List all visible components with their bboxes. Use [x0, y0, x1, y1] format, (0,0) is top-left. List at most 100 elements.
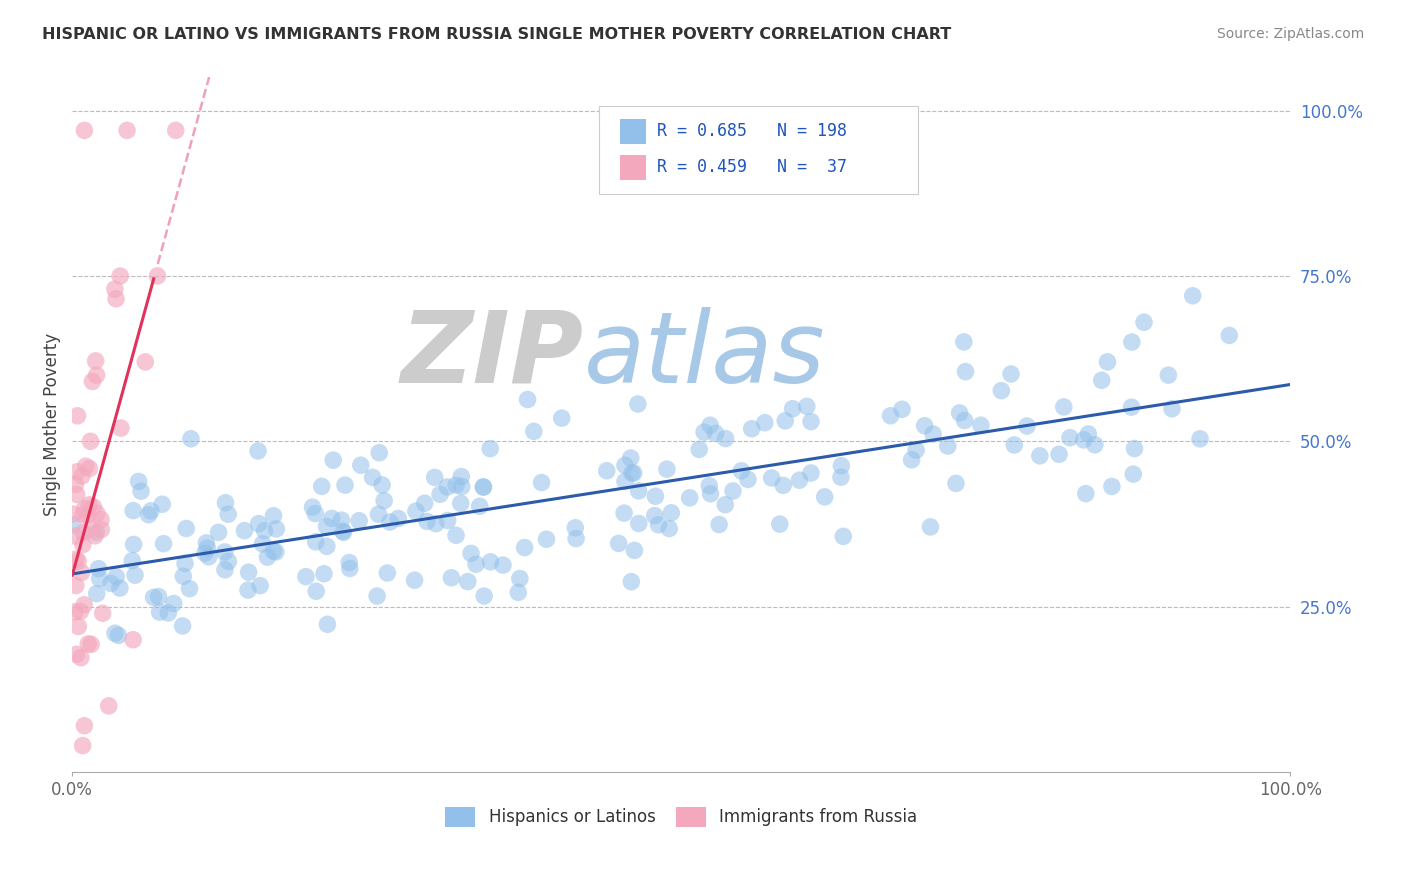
- Point: [761, 471, 783, 485]
- Point: [623, 543, 645, 558]
- Point: [91, 607, 114, 621]
- Point: [76, 508, 98, 523]
- Point: [596, 464, 619, 478]
- Point: [655, 462, 678, 476]
- Point: [253, 524, 276, 538]
- Y-axis label: Single Mother Poverty: Single Mother Poverty: [44, 334, 60, 516]
- Point: [714, 498, 737, 512]
- Point: [179, 582, 201, 596]
- Point: [150, 497, 173, 511]
- Point: [104, 626, 127, 640]
- Point: [416, 515, 439, 529]
- Point: [741, 422, 763, 436]
- Point: [330, 513, 353, 527]
- Point: [152, 537, 174, 551]
- Point: [366, 589, 388, 603]
- Point: [214, 563, 236, 577]
- Point: [754, 416, 776, 430]
- Point: [1122, 467, 1144, 482]
- Point: [551, 411, 574, 425]
- Point: [523, 425, 546, 439]
- Point: [516, 392, 538, 407]
- Point: [256, 550, 278, 565]
- Point: [1121, 400, 1143, 414]
- Point: [72, 525, 94, 540]
- Point: [79, 461, 101, 475]
- Point: [66, 487, 89, 501]
- Point: [110, 421, 132, 435]
- Point: [832, 529, 855, 543]
- Point: [65, 477, 87, 491]
- Point: [73, 123, 96, 137]
- Legend: Hispanics or Latinos, Immigrants from Russia: Hispanics or Latinos, Immigrants from Ru…: [439, 801, 924, 833]
- Point: [953, 334, 976, 349]
- Point: [1181, 289, 1204, 303]
- Point: [139, 504, 162, 518]
- Point: [1101, 479, 1123, 493]
- Text: Source: ZipAtlas.com: Source: ZipAtlas.com: [1216, 27, 1364, 41]
- Point: [772, 478, 794, 492]
- Point: [697, 479, 720, 493]
- Point: [891, 402, 914, 417]
- Point: [87, 562, 110, 576]
- Point: [468, 500, 491, 514]
- Point: [108, 581, 131, 595]
- Point: [704, 426, 727, 441]
- Point: [105, 292, 128, 306]
- Point: [72, 538, 94, 552]
- Point: [70, 566, 93, 580]
- Point: [920, 520, 942, 534]
- Point: [62, 517, 84, 532]
- Point: [721, 483, 744, 498]
- Point: [737, 473, 759, 487]
- Point: [86, 368, 108, 383]
- Point: [80, 637, 103, 651]
- Point: [436, 480, 458, 494]
- Point: [217, 507, 239, 521]
- Point: [63, 605, 86, 619]
- Point: [66, 465, 89, 479]
- Point: [295, 569, 318, 583]
- Point: [311, 479, 333, 493]
- Point: [163, 597, 186, 611]
- Point: [122, 503, 145, 517]
- Point: [789, 473, 811, 487]
- Point: [148, 590, 170, 604]
- Point: [730, 464, 752, 478]
- Point: [86, 586, 108, 600]
- Point: [450, 496, 472, 510]
- Point: [172, 569, 194, 583]
- Point: [688, 442, 710, 457]
- Point: [128, 475, 150, 489]
- Point: [322, 453, 344, 467]
- Point: [1073, 433, 1095, 447]
- Point: [361, 470, 384, 484]
- Point: [321, 511, 343, 525]
- Point: [194, 546, 217, 560]
- Point: [165, 123, 187, 137]
- Point: [457, 574, 479, 589]
- Point: [479, 442, 502, 456]
- Point: [444, 528, 467, 542]
- Point: [72, 739, 94, 753]
- Point: [122, 632, 145, 647]
- Point: [233, 524, 256, 538]
- Point: [77, 498, 100, 512]
- Point: [373, 493, 395, 508]
- Point: [699, 418, 721, 433]
- Point: [312, 566, 335, 581]
- Point: [444, 478, 467, 492]
- Point: [73, 598, 96, 612]
- Point: [67, 619, 90, 633]
- Point: [367, 508, 389, 522]
- Point: [659, 506, 682, 520]
- Point: [879, 409, 901, 423]
- Point: [339, 561, 361, 575]
- Text: R = 0.685   N = 198: R = 0.685 N = 198: [657, 122, 846, 140]
- Point: [830, 470, 852, 484]
- Point: [247, 444, 270, 458]
- Point: [108, 268, 131, 283]
- Point: [949, 406, 972, 420]
- Point: [332, 525, 354, 540]
- Point: [100, 576, 122, 591]
